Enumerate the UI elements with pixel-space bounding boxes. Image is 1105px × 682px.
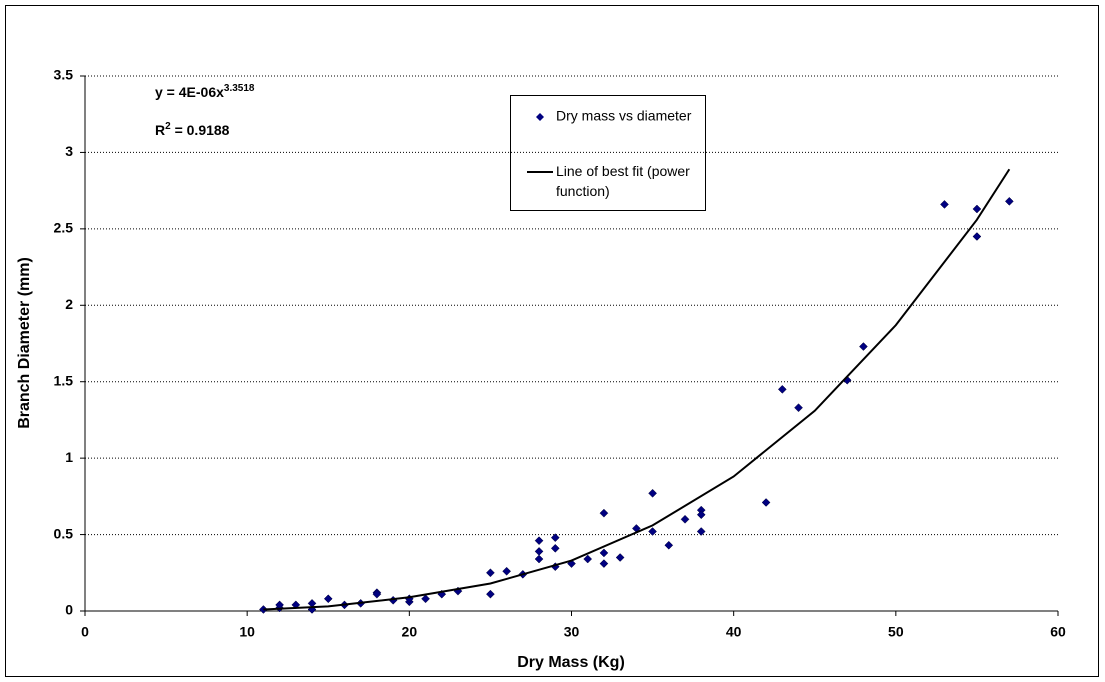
scatter-point — [696, 527, 706, 536]
legend-marker — [536, 113, 544, 121]
scatter-point — [599, 548, 609, 558]
scatter-point — [940, 200, 949, 209]
scatter-point — [859, 342, 868, 351]
y-tick-label: 0 — [65, 602, 73, 618]
legend-label-line: function) — [556, 183, 610, 199]
scatter-point — [648, 527, 657, 536]
x-tick-label: 40 — [726, 624, 742, 640]
scatter-point — [972, 232, 982, 241]
y-tick-label: 2 — [65, 296, 73, 312]
x-tick-label: 50 — [888, 624, 904, 640]
y-tick-label: 2.5 — [54, 220, 74, 236]
r-exponent: 2 — [165, 121, 171, 132]
scatter-point — [696, 510, 706, 520]
r-value: = 0.9188 — [171, 122, 230, 138]
scatter-point — [486, 568, 495, 578]
x-tick-label: 30 — [564, 624, 580, 640]
legend-label: Line of best fit (power function) — [556, 163, 690, 199]
scatter-point — [583, 554, 593, 564]
scatter-point — [664, 540, 674, 550]
scatter-point — [680, 514, 690, 524]
scatter-point — [599, 508, 609, 518]
r-squared: R2 = 0.9188 — [155, 121, 230, 138]
x-tick-label: 60 — [1050, 624, 1066, 640]
equation: y = 4E-06x3.3518 — [155, 83, 255, 100]
legend-label: Dry mass vs diameter — [556, 108, 692, 124]
legend-box — [510, 95, 706, 211]
scatter-point — [794, 403, 803, 413]
legend: Dry mass vs diameter Line of best fit (po… — [510, 95, 706, 211]
equation-exponent: 3.3518 — [224, 83, 255, 94]
scatter-point — [599, 559, 609, 568]
equation-text: y = 4E-06x — [155, 84, 224, 100]
scatter-point — [259, 605, 268, 614]
scatter-point — [972, 204, 982, 214]
y-axis-title: Branch Diameter (mm) — [16, 257, 33, 429]
legend-label-line: Line of best fit (power — [556, 163, 690, 179]
y-tick-label: 0.5 — [54, 525, 74, 541]
scatter-point — [534, 536, 544, 546]
scatter-point — [421, 594, 430, 604]
scatter-point — [648, 488, 657, 498]
y-tick-label: 3 — [65, 143, 73, 159]
scatter-point — [550, 543, 560, 553]
scatter-point — [534, 554, 544, 564]
x-tick-label: 0 — [81, 624, 89, 640]
scatter-point — [1004, 196, 1014, 206]
y-tick-label: 1 — [65, 449, 73, 465]
r-text: R — [155, 122, 165, 138]
scatter-point — [323, 594, 333, 604]
x-tick-label: 20 — [402, 624, 418, 640]
scatter-point — [550, 533, 560, 542]
fit-line — [263, 168, 1011, 611]
scatter-point — [502, 566, 511, 576]
scatter-point — [761, 498, 771, 507]
scatter-point — [486, 589, 495, 599]
scatter-point — [615, 553, 625, 562]
x-axis-title: Dry Mass (Kg) — [517, 654, 625, 671]
scatter-point — [372, 589, 382, 599]
y-tick-label: 3.5 — [54, 67, 74, 83]
scatter-point — [777, 385, 787, 394]
x-tick-label: 10 — [239, 624, 255, 640]
y-tick-label: 1.5 — [54, 372, 74, 388]
